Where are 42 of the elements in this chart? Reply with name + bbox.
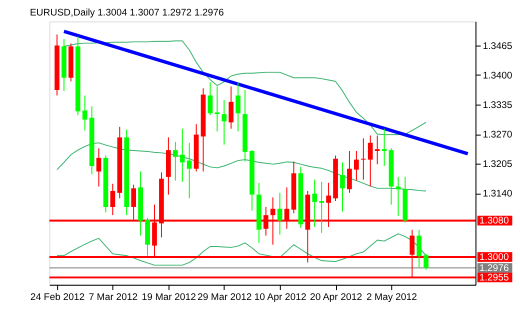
x-tick-label: 7 Mar 2012: [88, 292, 138, 303]
candlestick: [236, 82, 240, 132]
candlestick: [82, 95, 88, 132]
candlestick: [319, 181, 324, 234]
candlestick: [347, 150, 352, 194]
candlestick: [180, 128, 185, 182]
x-tick-label: 20 Apr 2012: [310, 292, 362, 303]
ref-line-label: 1.3080: [479, 216, 509, 227]
y-tick-label: 1.3140: [482, 188, 512, 200]
y-tick-label: 1.3270: [482, 130, 512, 141]
candlestick: [96, 148, 102, 187]
candlestick: [172, 141, 178, 182]
x-tick-label: 19 Mar 2012: [142, 292, 196, 303]
x-tick-label: 2 May 2012: [366, 292, 417, 303]
line-series: [63, 40, 427, 136]
y-tick-label: 1.3400: [482, 70, 512, 82]
candlestick: [382, 128, 387, 166]
candlestick: [277, 192, 282, 236]
candlestick: [208, 82, 213, 116]
candlestick: [186, 142, 192, 199]
candlestick: [228, 86, 234, 130]
y-tick-label: 1.3335: [482, 100, 512, 111]
candlestick: [110, 183, 116, 216]
candlestick: [368, 135, 373, 187]
candlestick: [222, 100, 227, 146]
x-tick-label: 10 Apr 2012: [254, 292, 306, 303]
ref-line-label: 1.3000: [479, 252, 509, 263]
ref-line-label: 1.2955: [479, 272, 509, 284]
line-series: [56, 142, 427, 192]
candlestick: [374, 135, 380, 165]
candlestick: [354, 150, 359, 182]
candlestick: [312, 179, 318, 228]
x-tick-label: 24 Feb 2012: [30, 292, 85, 303]
candlestick: [340, 162, 345, 212]
chart-title: EURUSD,Daily 1.3004 1.3007 1.2972 1.2976: [30, 8, 224, 19]
candlestick: [416, 229, 422, 268]
y-tick-label: 1.3205: [482, 159, 512, 170]
y-tick-label: 1.3465: [482, 40, 512, 52]
x-tick-label: 29 Mar 2012: [197, 292, 252, 303]
candlestick: [424, 253, 428, 270]
ref-line-label: 1.2976: [479, 262, 509, 274]
candlestick: [360, 138, 366, 180]
